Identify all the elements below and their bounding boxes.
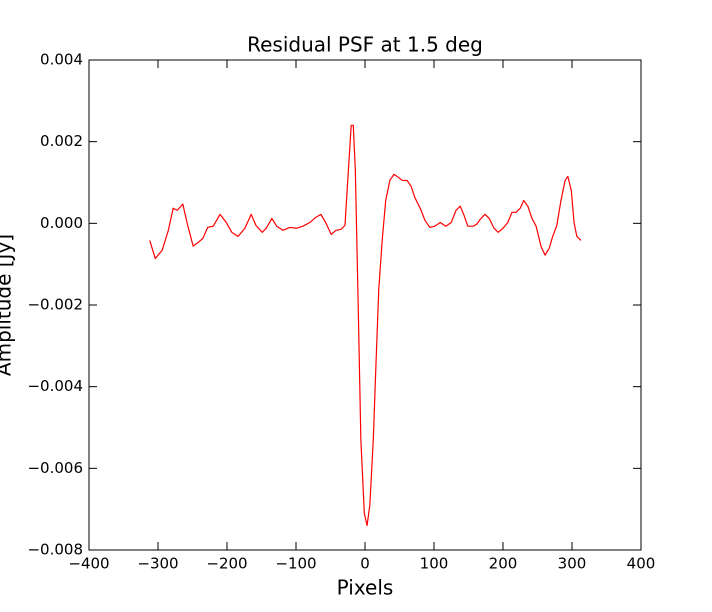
x-tick-label: −300 xyxy=(137,555,178,573)
x-axis-label: Pixels xyxy=(337,576,394,600)
y-tick-label: 0.004 xyxy=(40,51,83,69)
y-tick-label: 0.002 xyxy=(40,132,83,150)
data-line xyxy=(149,124,582,527)
y-tick-label: −0.006 xyxy=(27,459,83,477)
chart-title: Residual PSF at 1.5 deg xyxy=(247,33,483,57)
x-tick-label: −400 xyxy=(68,555,109,573)
y-tick-label: −0.008 xyxy=(27,541,83,559)
x-tick-label: 200 xyxy=(489,555,518,573)
y-axis-label: Amplitude [Jy] xyxy=(0,234,16,376)
y-tick-label: 0.000 xyxy=(40,214,83,232)
plot-frame xyxy=(88,59,642,551)
x-tick-label: 400 xyxy=(627,555,656,573)
x-tick-label: −100 xyxy=(275,555,316,573)
x-tick-label: −200 xyxy=(206,555,247,573)
x-tick-label: 0 xyxy=(360,555,370,573)
y-tick-label: −0.004 xyxy=(27,377,83,395)
x-tick-label: 100 xyxy=(420,555,449,573)
y-tick-label: −0.002 xyxy=(27,296,83,314)
x-tick-label: 300 xyxy=(558,555,587,573)
